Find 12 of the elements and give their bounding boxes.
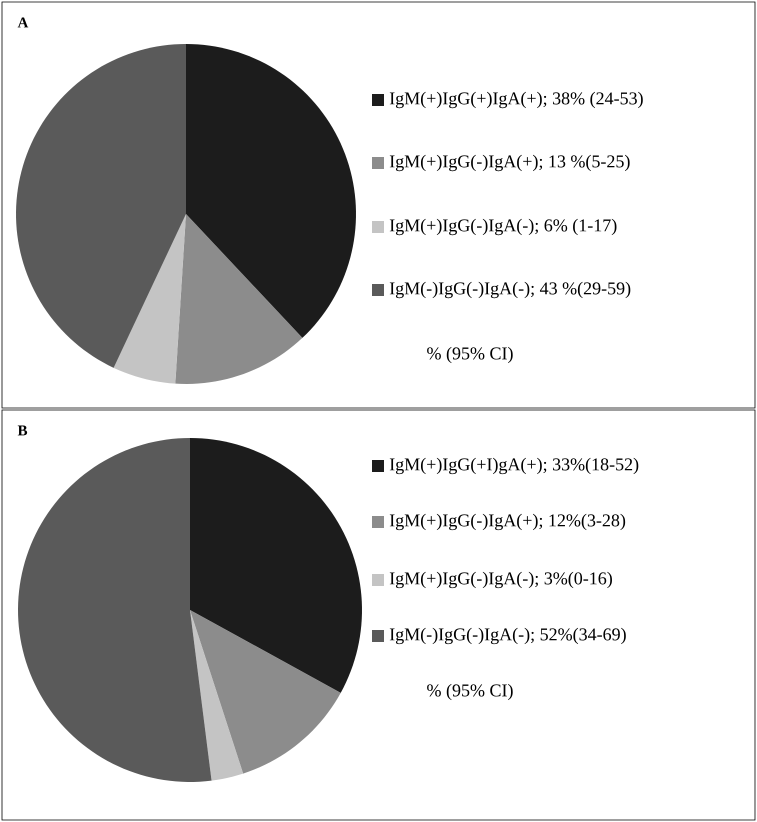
text: % (95% CI) [427,346,513,364]
legend-label: IgM(+)IgG(+)IgA(+); 38% (24-53) [390,92,643,108]
legend-label: IgM(-)IgG(-)IgA(-); 52%(34-69) [390,628,626,644]
legend-label: IgM(+)IgG(-)IgA(+); 12%(3-28) [390,514,626,530]
legend-label: IgM(+)IgG(-)IgA(+); 13 %(5-25) [390,154,630,172]
legend-label: IgM(-)IgG(-)IgA(-); 43 %(29-59) [390,282,630,298]
legend-label: IgM(+)IgG(-)IgA(-); 3%(0-16) [390,572,612,588]
legend-label: IgM(+)IgG(+I)gA(+); 33%(18-52) [390,458,638,474]
legend-label: IgM(+)IgG(-)IgA(-); 6% (1-17) [390,218,616,236]
chart-title: A [18,18,28,28]
text: % (95% CI) [427,684,513,700]
chart-title: B [18,426,28,436]
